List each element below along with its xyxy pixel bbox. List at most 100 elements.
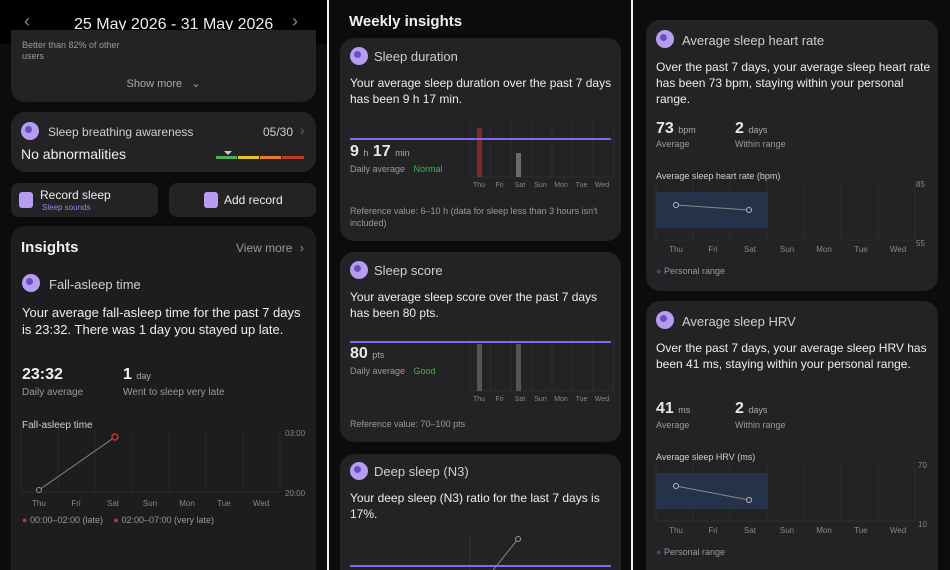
duration-hours-unit: h: [363, 148, 369, 158]
moon-icon: [350, 462, 368, 480]
hrv-card[interactable]: Average sleep HRV Over the past 7 days, …: [646, 301, 938, 570]
hrv-personal-range: [656, 473, 768, 509]
fall-asleep-point-thu: [36, 487, 42, 493]
hrv-average-value: 41: [656, 400, 674, 417]
add-record-label: Add record: [224, 193, 283, 207]
score-bar-thu: [477, 344, 482, 391]
hrv-range-unit: days: [748, 405, 768, 415]
date-range[interactable]: 25 May 2026 - 31 May 2026: [74, 16, 274, 33]
day-label-fri: Fri: [495, 182, 504, 189]
fall-asleep-chart-label: Fall-asleep time: [22, 420, 93, 431]
score-bar-sat: [516, 344, 521, 391]
moon-icon: [22, 274, 40, 292]
panel-weekly-insights: Weekly insights Sleep duration Your aver…: [329, 0, 631, 570]
avg-fall-asleep-label: Daily average: [22, 387, 84, 398]
panel-heart-metrics: Average sleep heart rate Over the past 7…: [633, 0, 950, 570]
hr-range-stat: 2 days: [735, 120, 767, 138]
sleep-duration-text: Your average sleep duration over the pas…: [350, 76, 612, 106]
sleep-score-title: Sleep score: [374, 263, 443, 278]
view-more-link[interactable]: View more ›: [236, 241, 304, 255]
hr-legend: ● Personal range: [656, 266, 725, 276]
day-label-wed: Wed: [890, 526, 906, 535]
fall-asleep-ytick-top: 03:00: [285, 429, 306, 438]
hr-range-value: 2: [735, 120, 744, 137]
record-sleep-button[interactable]: Record sleep Sleep sounds: [11, 183, 158, 217]
duration-bar-sat: [516, 153, 521, 177]
day-label-fri: Fri: [71, 499, 81, 508]
day-label-sun: Sun: [143, 499, 157, 508]
moon-icon: [19, 192, 33, 208]
moon-icon: [350, 261, 368, 279]
sleep-duration-title: Sleep duration: [374, 49, 458, 64]
legend-very-late: 02:00–07:00 (very late): [121, 515, 215, 525]
fall-asleep-title: Fall-asleep time: [49, 277, 141, 292]
hrv-ytick-top: 70: [918, 461, 927, 470]
sleep-duration-card[interactable]: Sleep duration Your average sleep durati…: [340, 38, 621, 241]
score-value: 80 pts: [350, 345, 384, 363]
breathing-title: Sleep breathing awareness: [48, 125, 194, 139]
hr-average-unit: bpm: [678, 125, 696, 135]
breathing-awareness-card[interactable]: Sleep breathing awareness 05/30 › No abn…: [11, 112, 316, 172]
day-label-wed: Wed: [595, 396, 609, 403]
duration-bar-thu: [477, 128, 482, 177]
day-label-thu: Thu: [32, 499, 46, 508]
fall-asleep-chart: 03:00 20:00 Thu Fri Sat Sun Mon Tue Wed: [20, 429, 306, 508]
day-label-wed: Wed: [890, 245, 906, 254]
heart-rate-title: Average sleep heart rate: [682, 33, 825, 48]
view-more-label: View more: [236, 241, 293, 255]
sleep-score-text: Your average sleep score over the past 7…: [350, 290, 598, 320]
show-more-button[interactable]: Show more ⌄: [11, 77, 316, 90]
day-label-tue: Tue: [854, 526, 868, 535]
lungs-icon: [21, 122, 39, 140]
hr-average-label: Average: [656, 139, 690, 149]
day-label-thu: Thu: [669, 245, 683, 254]
sleep-summary-card: Better than 82% of other users Show more…: [11, 30, 316, 102]
hrv-point-sat: [746, 497, 752, 503]
duration-minutes: 17: [372, 143, 391, 160]
score-reference: Reference value: 70–100 pts: [350, 419, 466, 429]
deep-sleep-card[interactable]: Deep sleep (N3) Your deep sleep (N3) rat…: [340, 454, 621, 570]
sleep-sounds-link[interactable]: Sleep sounds: [42, 203, 91, 212]
better-than-text: Better than 82% of other users: [22, 40, 120, 61]
day-label-sat: Sat: [744, 245, 757, 254]
day-label-sat: Sat: [515, 396, 526, 403]
next-week-icon[interactable]: ›: [292, 11, 298, 31]
weekly-insights-title: Weekly insights: [349, 13, 463, 30]
day-label-sun: Sun: [780, 526, 794, 535]
deep-sleep-text: Your deep sleep (N3) ratio for the last …: [350, 491, 600, 521]
insights-card: Insights View more › Fall-asleep time Yo…: [11, 226, 316, 570]
hr-range-unit: days: [748, 125, 768, 135]
legend-dot-range: ●: [656, 547, 662, 557]
day-label-sat: Sat: [744, 526, 757, 535]
heart-rate-card[interactable]: Average sleep heart rate Over the past 7…: [646, 20, 938, 291]
day-label-fri: Fri: [708, 245, 718, 254]
hr-point-sat: [746, 207, 752, 213]
hr-legend-label: Personal range: [663, 266, 725, 276]
score-avg-label: Daily average: [350, 366, 406, 376]
legend-late: 00:00–02:00 (late): [29, 515, 104, 525]
hrv-text: Over the past 7 days, your average sleep…: [656, 341, 927, 371]
chevron-right-icon: ›: [300, 122, 305, 138]
hrv-legend-label: Personal range: [663, 547, 725, 557]
hr-average-stat: 73 bpm: [656, 120, 696, 138]
late-days-label: Went to sleep very late: [123, 387, 225, 398]
deep-sleep-line: [492, 538, 519, 570]
fall-asleep-ytick-bottom: 20:00: [285, 489, 306, 498]
prev-week-icon[interactable]: ‹: [24, 11, 30, 31]
show-more-label: Show more: [126, 78, 183, 90]
hrv-line: [675, 485, 750, 501]
day-label-wed: Wed: [253, 499, 269, 508]
heart-rate-text: Over the past 7 days, your average sleep…: [656, 60, 931, 106]
late-days-unit: day: [136, 371, 151, 381]
hr-ytick-bottom: 55: [916, 239, 925, 248]
hrv-title: Average sleep HRV: [682, 314, 796, 329]
record-sleep-label: Record sleep: [40, 188, 111, 202]
moon-icon: [656, 311, 674, 329]
fall-asleep-legend: ● 00:00–02:00 (late) ● 02:00–07:00 (very…: [22, 515, 214, 525]
score-status: Good: [413, 366, 436, 376]
hrv-chart-label: Average sleep HRV (ms): [656, 452, 756, 462]
sleep-score-card[interactable]: Sleep score Your average sleep score ove…: [340, 252, 621, 442]
add-record-button[interactable]: Add record: [169, 183, 316, 217]
score-avg-row: Daily average Good: [350, 366, 436, 376]
day-label-fri: Fri: [708, 526, 718, 535]
